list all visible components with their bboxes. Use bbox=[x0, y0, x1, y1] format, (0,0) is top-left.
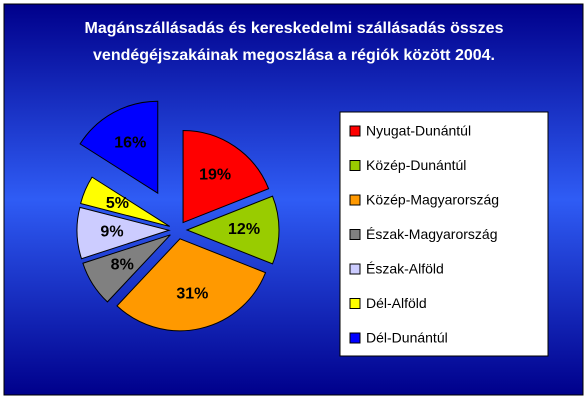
pie-slice bbox=[82, 234, 171, 303]
data-label: 8% bbox=[111, 257, 134, 274]
pie-slice bbox=[80, 176, 171, 227]
legend-label: Dél-Alföld bbox=[366, 295, 427, 311]
data-label: 31% bbox=[176, 286, 208, 303]
chart-title: vendégéjszakáinak megoszlása a régiók kö… bbox=[93, 47, 495, 64]
pie-slice bbox=[79, 100, 159, 195]
legend-label: Dél-Dunántúl bbox=[366, 330, 448, 346]
legend-swatch bbox=[349, 194, 361, 206]
data-label: 12% bbox=[228, 221, 260, 238]
legend-swatch bbox=[349, 125, 361, 137]
legend-swatch bbox=[349, 229, 361, 240]
legend-label: Közép-Magyarország bbox=[366, 192, 499, 208]
legend-swatch bbox=[349, 263, 361, 275]
legend-label: Észak-Magyarország bbox=[366, 226, 498, 242]
legend-swatch bbox=[349, 332, 361, 344]
legend-swatch bbox=[349, 160, 361, 171]
pie-slice bbox=[76, 206, 171, 260]
pie-slice bbox=[185, 195, 280, 265]
pie-slice bbox=[116, 238, 267, 332]
data-label: 9% bbox=[100, 223, 123, 240]
data-label: 19% bbox=[199, 167, 231, 184]
chart-title: Magánszállásadás és kereskedelmi szállás… bbox=[85, 20, 504, 37]
pie-slice bbox=[182, 130, 270, 224]
legend-label: Nyugat-Dunántúl bbox=[366, 123, 471, 139]
data-label: 16% bbox=[114, 134, 146, 151]
data-label: 5% bbox=[106, 195, 129, 212]
legend-swatch bbox=[349, 298, 361, 309]
legend-box bbox=[339, 111, 549, 357]
legend-label: Észak-Alföld bbox=[366, 261, 444, 277]
legend-label: Közép-Dunántúl bbox=[366, 157, 466, 173]
